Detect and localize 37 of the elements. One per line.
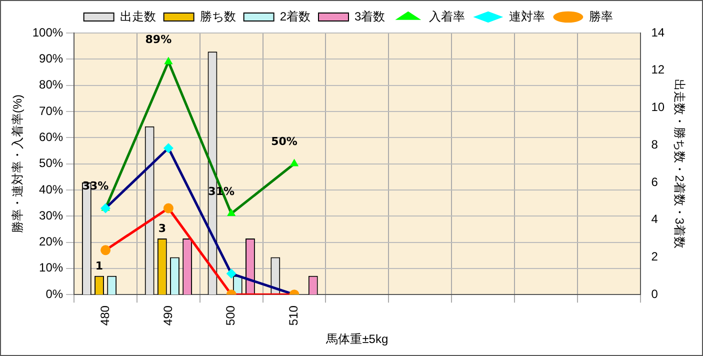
x-axis-title: 馬体重±5kg [325, 332, 388, 346]
y2-axis-title: 出走数・勝ち数・2着数・3着数 [672, 79, 686, 248]
y-axis-title: 勝率・連対率・入着率(%) [10, 94, 25, 234]
x-tick-label: 510 [286, 305, 301, 326]
legend-label: 勝ち数 [200, 9, 236, 24]
y2-tick-label: 0 [651, 286, 658, 301]
y-tick-label: 30% [39, 208, 64, 222]
legend-label: 3着数 [354, 9, 386, 24]
x-tick-label: 480 [98, 305, 112, 326]
y-tick-label: 0% [46, 286, 64, 301]
y-tick-label: 40% [39, 182, 64, 196]
data-label: 3 [158, 222, 166, 235]
y2-tick-label: 4 [651, 212, 658, 226]
y2-tick-label: 6 [651, 174, 658, 189]
y-tick-label: 80% [39, 78, 64, 92]
y-tick-label: 20% [39, 234, 64, 249]
x-tick-label: 490 [160, 305, 175, 326]
legend-label: 連対率 [509, 9, 546, 24]
y-tick-label: 100% [32, 25, 64, 40]
y-tick-label: 10% [39, 260, 64, 275]
y-tick-label: 90% [39, 51, 64, 66]
legend-label: 2着数 [280, 9, 311, 24]
y-tick-label: 60% [39, 130, 64, 144]
y2-tick-label: 12 [651, 62, 665, 77]
y2-tick-label: 14 [651, 25, 665, 40]
data-label: 1 [95, 259, 104, 272]
legend-label: 出走数 [120, 9, 156, 24]
y2-tick-label: 2 [651, 250, 658, 264]
y2-tick-label: 10 [651, 100, 665, 114]
data-label: 50% [271, 135, 298, 148]
legend-label: 入着率 [429, 9, 466, 24]
x-tick-label: 500 [224, 305, 238, 326]
y-tick-label: 70% [39, 104, 64, 118]
legend-label: 勝率 [589, 9, 614, 24]
y2-tick-label: 8 [651, 137, 658, 152]
y-tick-label: 50% [39, 156, 64, 170]
data-label: 89% [145, 33, 172, 46]
